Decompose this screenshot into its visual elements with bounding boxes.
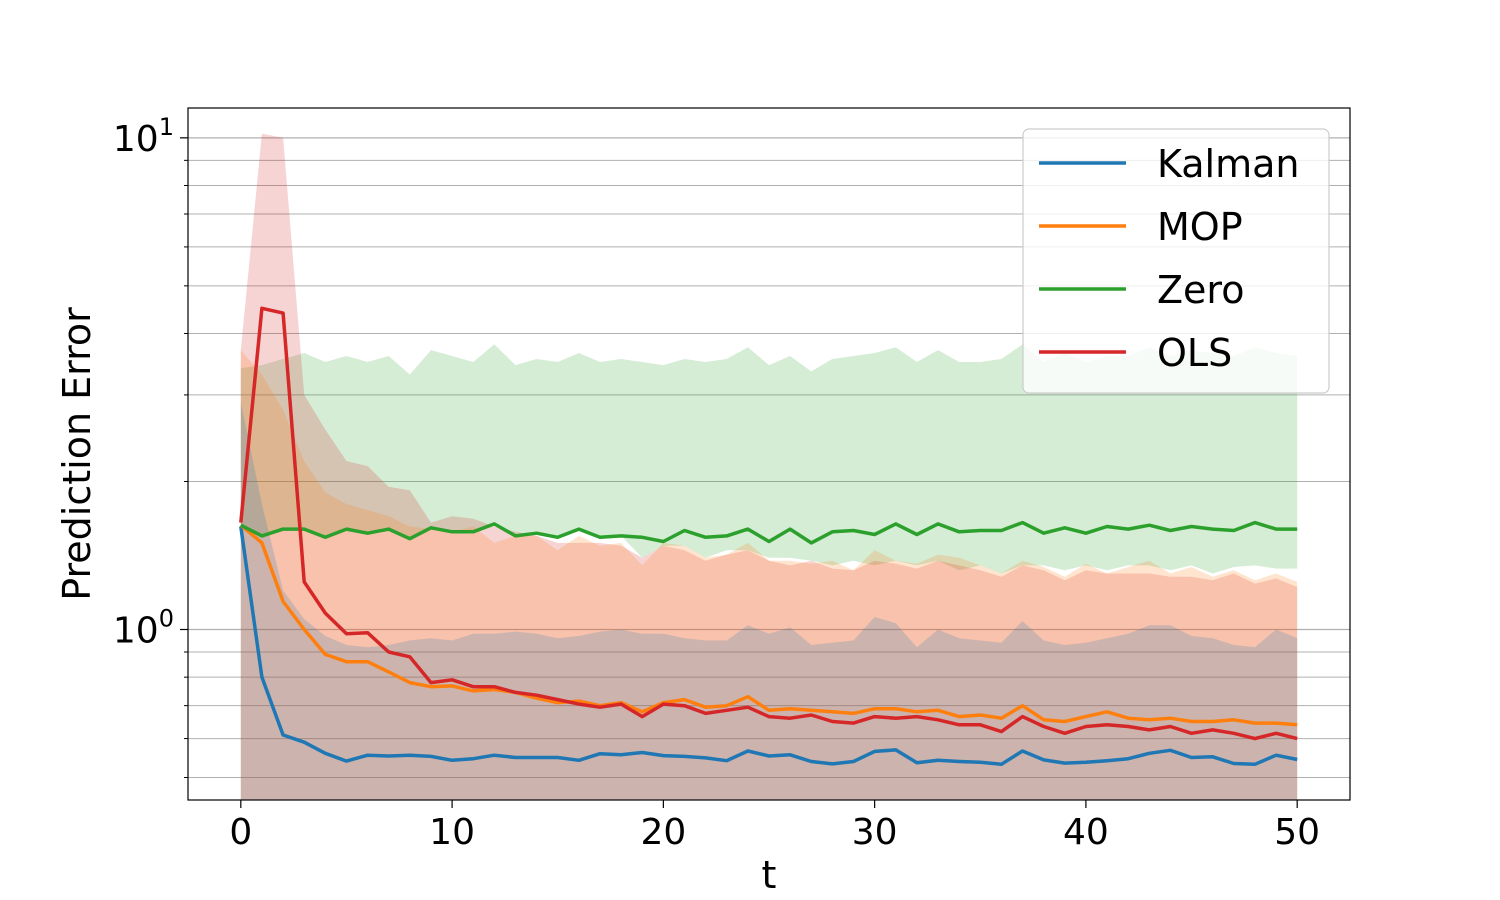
ols-legend-label: OLS bbox=[1157, 331, 1232, 375]
y-tick-label: 101 bbox=[113, 113, 174, 160]
x-tick-label: 20 bbox=[640, 812, 686, 853]
x-tick-label: 40 bbox=[1063, 812, 1109, 853]
x-tick-label: 10 bbox=[429, 812, 475, 853]
plot-frame bbox=[187, 107, 1351, 801]
kalman-band bbox=[240, 402, 1298, 800]
x-tick-label: 50 bbox=[1274, 812, 1320, 853]
y-axis-ticks: 100 101 bbox=[113, 113, 188, 779]
series-lines bbox=[239, 306, 1298, 767]
legend: Kalman MOP Zero OLS bbox=[1022, 128, 1330, 394]
ols-band bbox=[240, 133, 1298, 801]
x-axis-label: t bbox=[762, 853, 777, 897]
zero-band bbox=[240, 344, 1298, 574]
kalman-legend-label: Kalman bbox=[1157, 142, 1299, 186]
x-tick-label: 30 bbox=[852, 812, 898, 853]
y-tick-label: 100 bbox=[113, 604, 174, 651]
y-axis-label: Prediction Error bbox=[55, 307, 99, 601]
x-tick-label: 0 bbox=[229, 812, 252, 853]
x-axis-ticks: 0 10 20 30 40 50 bbox=[229, 800, 1320, 853]
kalman-line bbox=[239, 526, 1298, 767]
confidence-bands bbox=[240, 133, 1298, 801]
mop-band bbox=[240, 350, 1298, 800]
legend-box bbox=[1022, 128, 1330, 394]
mop-legend-label: MOP bbox=[1157, 205, 1243, 249]
mop-line bbox=[239, 523, 1298, 727]
zero-legend-label: Zero bbox=[1157, 268, 1244, 312]
ols-line bbox=[239, 306, 1298, 741]
zero-line bbox=[240, 520, 1298, 545]
